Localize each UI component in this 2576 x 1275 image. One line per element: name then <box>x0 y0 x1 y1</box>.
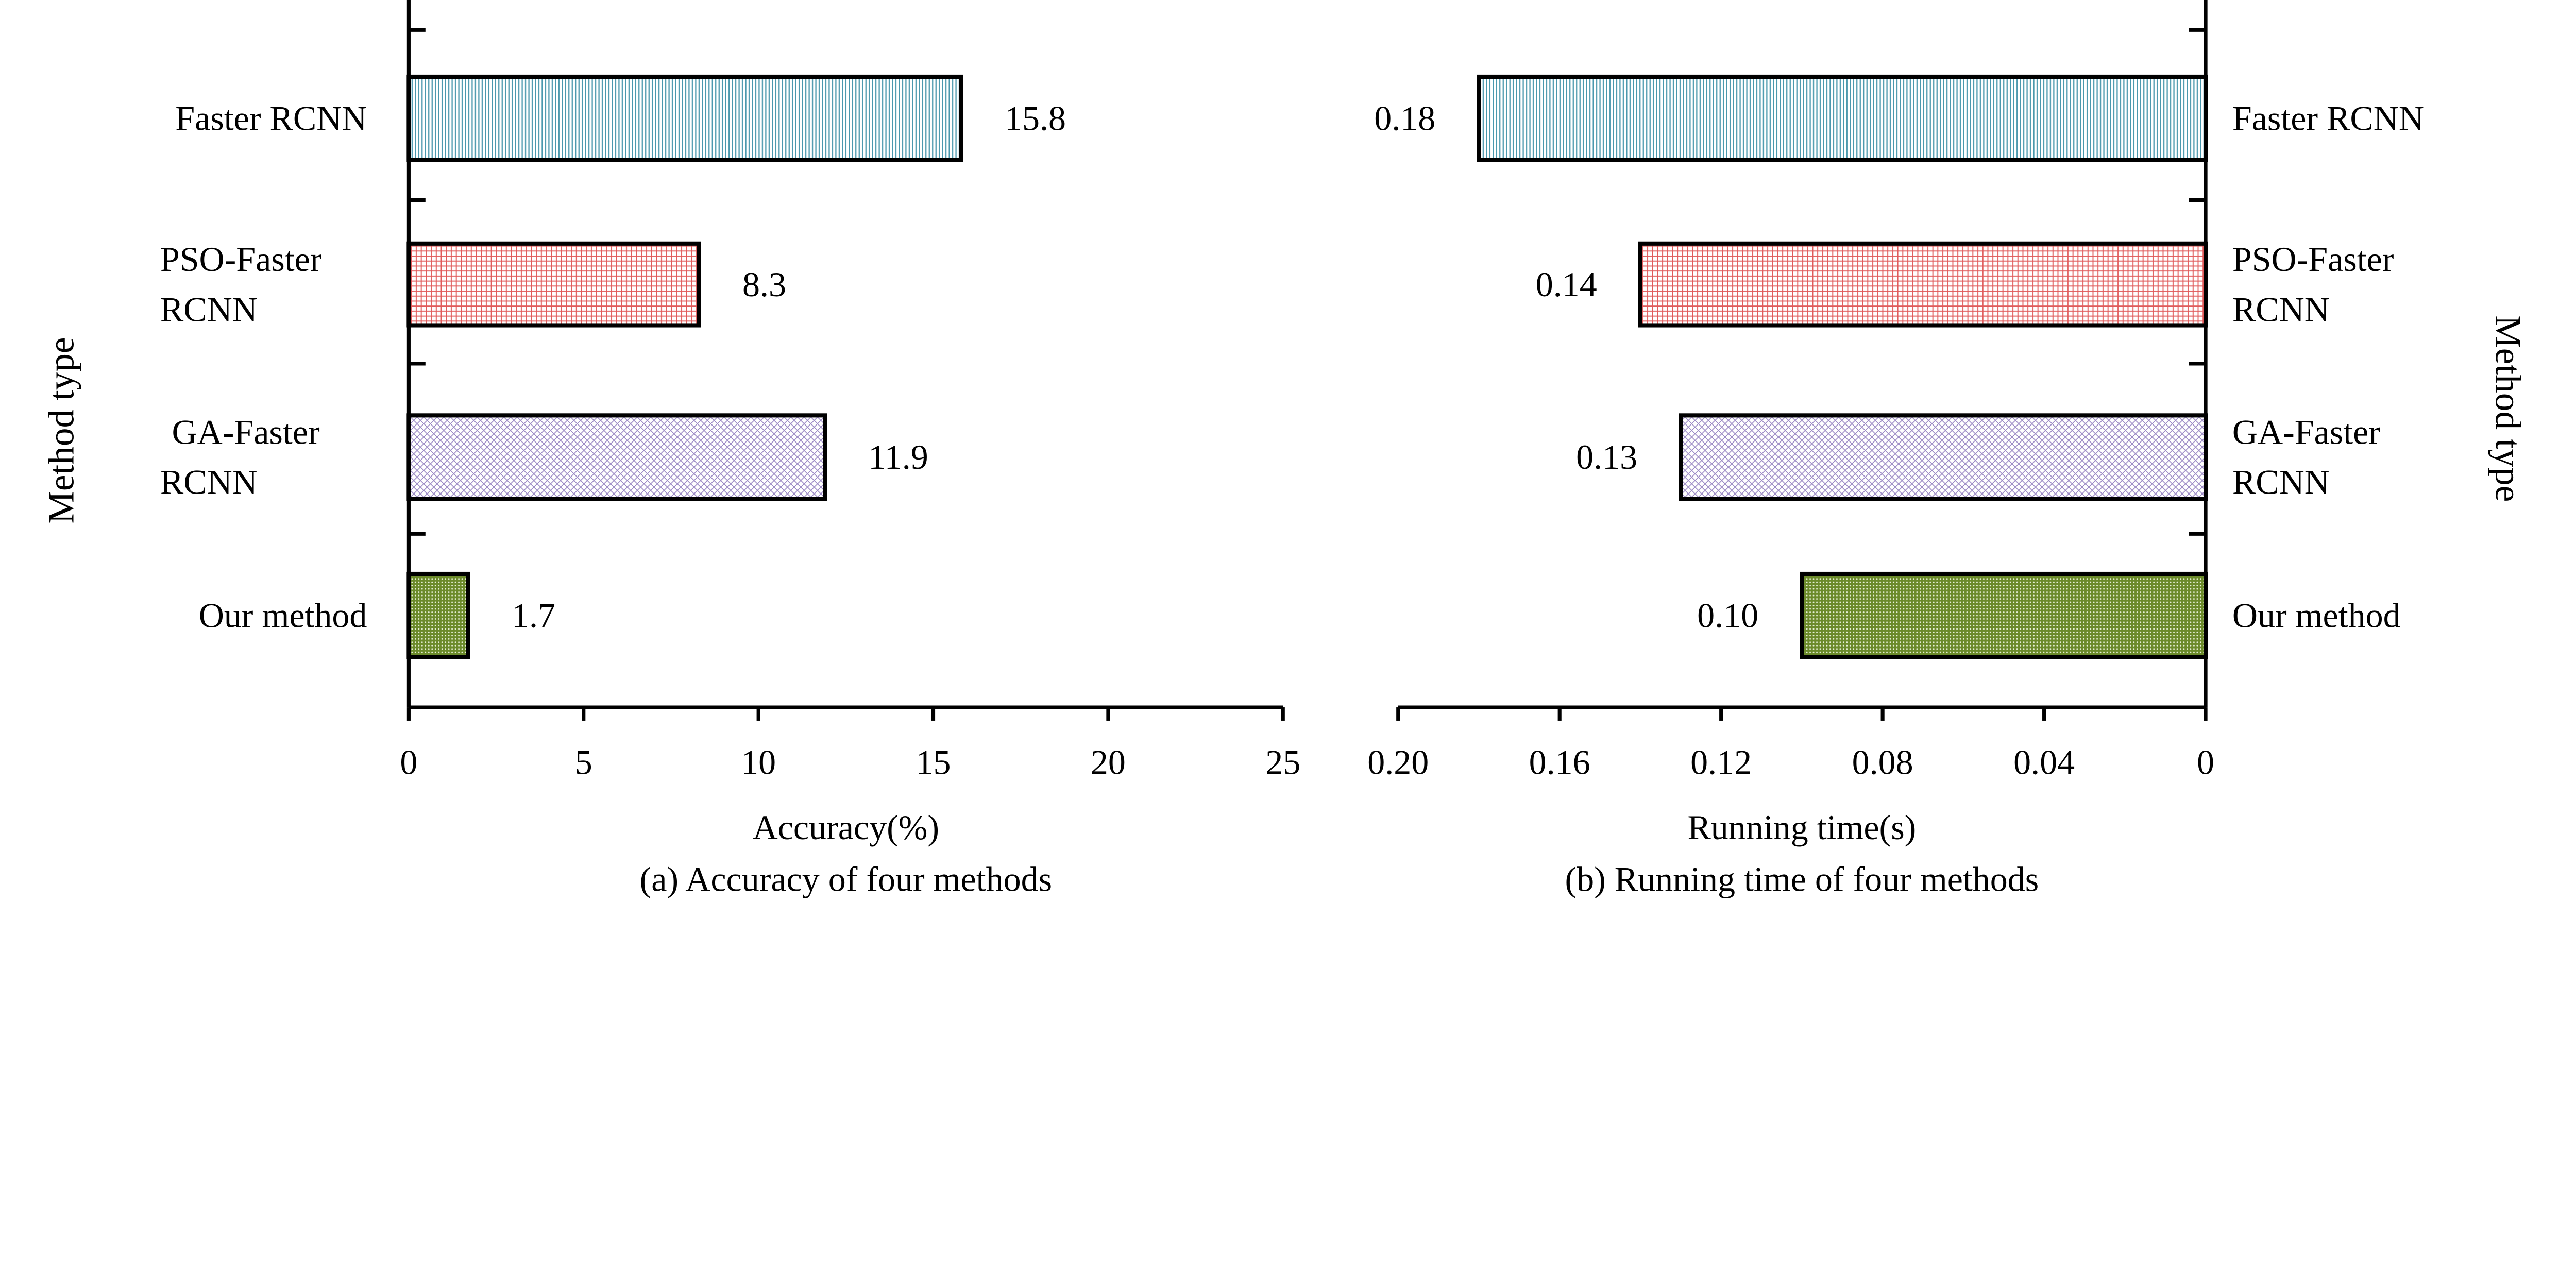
bar-value-label: 0.10 <box>1697 596 1758 635</box>
accuracy-chart: 0 5 10 15 20 25 15.8 Faster RCNN 8.3 PSO-Faster RC… <box>160 0 1300 782</box>
bar-faster-rcnn <box>1477 74 2208 162</box>
bar-value-label: 0.14 <box>1536 265 1597 304</box>
category-label: Our method <box>199 596 367 635</box>
bar-pso-faster-rcnn <box>406 241 701 328</box>
category-label: Faster RCNN <box>175 99 367 138</box>
category-label: RCNN <box>2232 463 2330 502</box>
bar-value-label: 11.9 <box>868 437 928 477</box>
x-tick-label: 0 <box>2197 743 2214 782</box>
running-time-caption: (b) Running time of four methods <box>1565 859 2039 898</box>
category-label: RCNN <box>160 290 258 329</box>
x-tick-label: 0.08 <box>1852 743 1913 782</box>
category-label: PSO-Faster <box>2232 240 2394 279</box>
bar-our-method <box>406 571 470 659</box>
category-label: GA-Faster <box>2232 412 2380 451</box>
category-label: PSO-Faster <box>160 240 322 279</box>
accuracy-caption: (a) Accuracy of four methods <box>640 859 1053 898</box>
category-label: RCNN <box>2232 290 2330 329</box>
x-tick-label: 0.20 <box>1367 743 1429 782</box>
bar-value-label: 8.3 <box>742 265 786 304</box>
category-label: Our method <box>2232 596 2401 635</box>
accuracy-x-axis-label: Accuracy(%) <box>753 808 939 847</box>
category-label: RCNN <box>160 463 258 502</box>
running-time-x-axis-label: Running time(s) <box>1687 808 1916 847</box>
accuracy-y-axis-label: Method type <box>41 337 81 523</box>
bar-pso-faster-rcnn <box>1638 241 2208 328</box>
x-tick-label: 0.04 <box>2013 743 2075 782</box>
x-tick-label: 20 <box>1091 743 1126 782</box>
running-time-y-axis-label: Method type <box>2488 315 2528 502</box>
bar-value-label: 1.7 <box>512 596 555 635</box>
x-tick-label: 0 <box>400 743 417 782</box>
category-label: Faster RCNN <box>2232 99 2424 138</box>
x-tick-label: 0.12 <box>1690 743 1752 782</box>
bar-value-label: 0.18 <box>1374 99 1435 138</box>
bar-value-label: 15.8 <box>1005 99 1066 138</box>
x-tick-label: 10 <box>741 743 776 782</box>
bar-ga-faster-rcnn <box>406 413 827 501</box>
running-time-chart: 0.20 0.16 0.12 0.08 0.04 0 0.18 Faster RCNN 0.14… <box>1367 0 2424 782</box>
x-tick-label: 0.16 <box>1529 743 1590 782</box>
x-tick-label: 25 <box>1265 743 1300 782</box>
category-label: GA-Faster <box>172 412 320 451</box>
figure: 0 5 10 15 20 25 15.8 Faster RCNN 8.3 PSO-Faster RC… <box>41 0 2528 898</box>
bar-our-method <box>1800 571 2208 659</box>
bar-ga-faster-rcnn <box>1679 413 2208 501</box>
bar-faster-rcnn <box>406 74 963 162</box>
x-tick-label: 5 <box>575 743 592 782</box>
x-tick-label: 15 <box>916 743 951 782</box>
bar-value-label: 0.13 <box>1576 437 1637 477</box>
